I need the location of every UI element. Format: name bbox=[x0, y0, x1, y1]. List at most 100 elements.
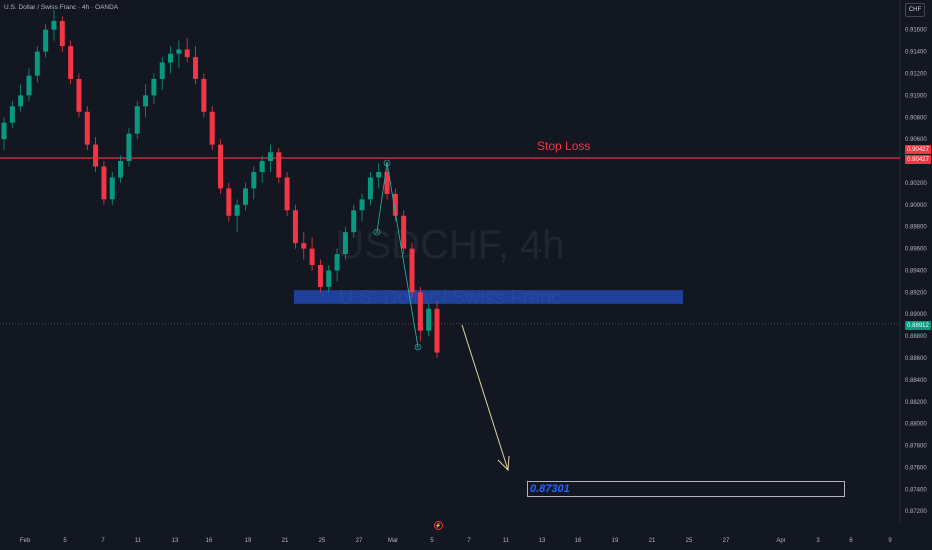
candle bbox=[367, 177, 373, 200]
candle bbox=[376, 171, 382, 178]
y-tick-label: 0.88400 bbox=[905, 378, 927, 384]
candle bbox=[242, 188, 248, 205]
candle bbox=[143, 95, 149, 107]
candle bbox=[359, 199, 365, 211]
y-tick-label: 0.87600 bbox=[905, 465, 927, 471]
timezone-icon[interactable]: ⚡ bbox=[434, 521, 443, 530]
x-tick-label: 5 bbox=[430, 538, 434, 544]
candle bbox=[292, 210, 298, 244]
candle bbox=[193, 57, 199, 79]
candle bbox=[218, 144, 223, 189]
wave-label: B bbox=[385, 161, 388, 166]
candle bbox=[226, 188, 232, 216]
y-tick-label: 0.87400 bbox=[905, 487, 927, 493]
wave-label: C bbox=[416, 345, 420, 350]
candle bbox=[101, 166, 107, 200]
candle bbox=[426, 308, 432, 331]
candle bbox=[176, 49, 182, 54]
x-tick-label: 16 bbox=[206, 538, 213, 544]
wave-line bbox=[376, 162, 419, 348]
x-tick-label: 25 bbox=[686, 538, 693, 544]
candle bbox=[43, 29, 49, 52]
candle bbox=[9, 106, 15, 123]
candle bbox=[259, 161, 265, 172]
candle bbox=[351, 210, 357, 233]
x-tick-label: 9 bbox=[888, 538, 892, 544]
candle bbox=[51, 20, 57, 30]
candle bbox=[251, 171, 257, 189]
candle bbox=[409, 248, 415, 293]
x-tick-label: 27 bbox=[356, 538, 363, 544]
wave-marker bbox=[383, 159, 391, 167]
candle bbox=[184, 49, 190, 58]
candle bbox=[417, 292, 423, 331]
candle bbox=[159, 62, 165, 79]
wave-marker bbox=[373, 228, 381, 236]
candle bbox=[276, 152, 282, 178]
candle bbox=[59, 20, 65, 47]
candle bbox=[168, 53, 174, 63]
candle bbox=[18, 95, 24, 107]
currency-badge[interactable]: CHF bbox=[905, 3, 925, 17]
candle bbox=[326, 270, 332, 287]
x-tick-label: 7 bbox=[467, 538, 471, 544]
stop-loss-label: Stop Loss bbox=[537, 139, 591, 153]
projection-arrow-head bbox=[497, 455, 510, 472]
x-tick-label: Apr bbox=[776, 538, 785, 544]
candle bbox=[1, 122, 7, 140]
candle bbox=[26, 75, 32, 96]
y-tick-label: 0.91400 bbox=[905, 50, 927, 56]
y-tick-label: 0.89400 bbox=[905, 268, 927, 274]
candle bbox=[284, 177, 290, 211]
candle bbox=[392, 193, 398, 216]
x-tick-label: 6 bbox=[849, 538, 853, 544]
target-label: 0.87301 bbox=[530, 483, 570, 495]
y-tick-label: 0.88600 bbox=[905, 356, 927, 362]
y-tick-label: 0.90000 bbox=[905, 203, 927, 209]
last-price-tag: 0.88912 bbox=[905, 321, 931, 330]
x-tick-label: 11 bbox=[503, 538, 510, 544]
y-tick-label: 0.89800 bbox=[905, 225, 927, 231]
y-tick-label: 0.91600 bbox=[905, 28, 927, 34]
y-tick-label: 0.89000 bbox=[905, 312, 927, 318]
y-tick-label: 0.87800 bbox=[905, 444, 927, 450]
x-tick-label: 5 bbox=[63, 538, 67, 544]
x-tick-label: 11 bbox=[135, 538, 142, 544]
y-tick-label: 0.91000 bbox=[905, 93, 927, 99]
candle bbox=[301, 243, 307, 249]
candle bbox=[68, 46, 74, 79]
x-tick-label: 13 bbox=[172, 538, 179, 544]
target-box: 0.87301 bbox=[527, 481, 845, 497]
x-tick-label: 16 bbox=[575, 538, 582, 544]
x-tick-label: 27 bbox=[723, 538, 730, 544]
candle bbox=[76, 78, 82, 112]
candle bbox=[434, 308, 440, 353]
x-tick-label: 19 bbox=[245, 538, 252, 544]
y-tick-label: 0.88200 bbox=[905, 400, 927, 406]
x-tick-label: 25 bbox=[319, 538, 326, 544]
y-tick-label: 0.90600 bbox=[905, 137, 927, 143]
projection-arrow bbox=[461, 324, 509, 471]
wave-label: A bbox=[375, 230, 378, 235]
y-tick-label: 0.88800 bbox=[905, 334, 927, 340]
candle bbox=[334, 254, 340, 271]
candle bbox=[201, 78, 207, 112]
wave-marker bbox=[414, 343, 422, 351]
candle bbox=[342, 232, 348, 255]
candle bbox=[151, 78, 157, 96]
x-tick-label: 21 bbox=[282, 538, 289, 544]
y-tick-label: 0.89200 bbox=[905, 290, 927, 296]
x-tick-label: 3 bbox=[816, 538, 820, 544]
candle bbox=[84, 111, 90, 145]
candle bbox=[126, 133, 132, 162]
candle bbox=[317, 265, 323, 287]
candle bbox=[93, 144, 99, 167]
candle bbox=[209, 111, 215, 145]
candle bbox=[118, 161, 124, 178]
candle bbox=[134, 106, 140, 134]
candle bbox=[401, 215, 407, 249]
y-tick-label: 0.88000 bbox=[905, 422, 927, 428]
y-tick-label: 0.91200 bbox=[905, 71, 927, 77]
